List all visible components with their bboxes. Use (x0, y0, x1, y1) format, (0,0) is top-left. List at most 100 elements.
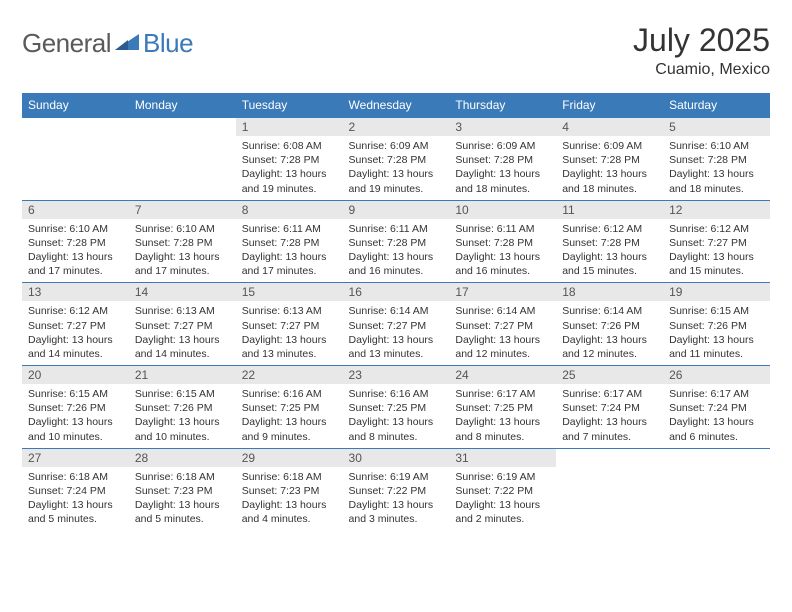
weekday-header: Friday (556, 93, 663, 118)
sunset-line: Sunset: 7:28 PM (242, 236, 337, 250)
day-details: Sunrise: 6:15 AMSunset: 7:26 PMDaylight:… (663, 301, 770, 365)
calendar-cell: 20Sunrise: 6:15 AMSunset: 7:26 PMDayligh… (22, 366, 129, 449)
sunrise-line: Sunrise: 6:19 AM (349, 470, 444, 484)
calendar-head: SundayMondayTuesdayWednesdayThursdayFrid… (22, 93, 770, 118)
calendar-cell: 4Sunrise: 6:09 AMSunset: 7:28 PMDaylight… (556, 118, 663, 201)
sunrise-line: Sunrise: 6:12 AM (562, 222, 657, 236)
day-number: 21 (129, 366, 236, 384)
day-number: 9 (343, 201, 450, 219)
brand-part1: General (22, 28, 111, 59)
day-details: Sunrise: 6:18 AMSunset: 7:24 PMDaylight:… (22, 467, 129, 531)
weekday-header: Thursday (449, 93, 556, 118)
sunrise-line: Sunrise: 6:08 AM (242, 139, 337, 153)
sunrise-line: Sunrise: 6:11 AM (349, 222, 444, 236)
sunset-line: Sunset: 7:28 PM (28, 236, 123, 250)
sunset-line: Sunset: 7:27 PM (28, 319, 123, 333)
calendar-cell (129, 118, 236, 201)
day-details: Sunrise: 6:15 AMSunset: 7:26 PMDaylight:… (22, 384, 129, 448)
brand-triangle-icon (115, 32, 139, 55)
calendar-cell: 29Sunrise: 6:18 AMSunset: 7:23 PMDayligh… (236, 448, 343, 530)
day-number: 5 (663, 118, 770, 136)
calendar-cell: 27Sunrise: 6:18 AMSunset: 7:24 PMDayligh… (22, 448, 129, 530)
day-number: 29 (236, 449, 343, 467)
sunset-line: Sunset: 7:26 PM (562, 319, 657, 333)
weekday-header: Sunday (22, 93, 129, 118)
calendar-week-row: 13Sunrise: 6:12 AMSunset: 7:27 PMDayligh… (22, 283, 770, 366)
day-number: 10 (449, 201, 556, 219)
daylight-line: Daylight: 13 hours and 8 minutes. (349, 415, 444, 443)
daylight-line: Daylight: 13 hours and 16 minutes. (455, 250, 550, 278)
sunrise-line: Sunrise: 6:13 AM (242, 304, 337, 318)
sunset-line: Sunset: 7:22 PM (349, 484, 444, 498)
sunset-line: Sunset: 7:28 PM (242, 153, 337, 167)
calendar-cell (22, 118, 129, 201)
sunrise-line: Sunrise: 6:12 AM (28, 304, 123, 318)
calendar-cell: 19Sunrise: 6:15 AMSunset: 7:26 PMDayligh… (663, 283, 770, 366)
day-number: 16 (343, 283, 450, 301)
day-number: 28 (129, 449, 236, 467)
daylight-line: Daylight: 13 hours and 6 minutes. (669, 415, 764, 443)
calendar-cell: 28Sunrise: 6:18 AMSunset: 7:23 PMDayligh… (129, 448, 236, 530)
calendar-cell: 9Sunrise: 6:11 AMSunset: 7:28 PMDaylight… (343, 200, 450, 283)
day-number: 1 (236, 118, 343, 136)
day-number: 8 (236, 201, 343, 219)
sunset-line: Sunset: 7:26 PM (669, 319, 764, 333)
daylight-line: Daylight: 13 hours and 18 minutes. (562, 167, 657, 195)
sunset-line: Sunset: 7:25 PM (242, 401, 337, 415)
day-details: Sunrise: 6:15 AMSunset: 7:26 PMDaylight:… (129, 384, 236, 448)
calendar-body: 1Sunrise: 6:08 AMSunset: 7:28 PMDaylight… (22, 118, 770, 531)
sunrise-line: Sunrise: 6:10 AM (28, 222, 123, 236)
day-number: 6 (22, 201, 129, 219)
day-number: 26 (663, 366, 770, 384)
day-number: 12 (663, 201, 770, 219)
day-number: 14 (129, 283, 236, 301)
daylight-line: Daylight: 13 hours and 5 minutes. (28, 498, 123, 526)
day-number: 23 (343, 366, 450, 384)
calendar-table: SundayMondayTuesdayWednesdayThursdayFrid… (22, 93, 770, 530)
day-number: 27 (22, 449, 129, 467)
sunset-line: Sunset: 7:28 PM (455, 236, 550, 250)
sunrise-line: Sunrise: 6:19 AM (455, 470, 550, 484)
day-number: 2 (343, 118, 450, 136)
calendar-week-row: 27Sunrise: 6:18 AMSunset: 7:24 PMDayligh… (22, 448, 770, 530)
calendar-cell: 14Sunrise: 6:13 AMSunset: 7:27 PMDayligh… (129, 283, 236, 366)
daylight-line: Daylight: 13 hours and 18 minutes. (669, 167, 764, 195)
daylight-line: Daylight: 13 hours and 13 minutes. (242, 333, 337, 361)
sunset-line: Sunset: 7:28 PM (455, 153, 550, 167)
sunset-line: Sunset: 7:27 PM (135, 319, 230, 333)
day-details: Sunrise: 6:12 AMSunset: 7:27 PMDaylight:… (663, 219, 770, 283)
calendar-week-row: 6Sunrise: 6:10 AMSunset: 7:28 PMDaylight… (22, 200, 770, 283)
daylight-line: Daylight: 13 hours and 14 minutes. (28, 333, 123, 361)
sunrise-line: Sunrise: 6:15 AM (28, 387, 123, 401)
sunset-line: Sunset: 7:28 PM (349, 236, 444, 250)
calendar-cell: 26 Sunrise: 6:17 AMSunset: 7:24 PMDayligh… (663, 366, 770, 449)
daylight-line: Daylight: 13 hours and 2 minutes. (455, 498, 550, 526)
sunset-line: Sunset: 7:28 PM (135, 236, 230, 250)
daylight-line: Daylight: 13 hours and 12 minutes. (562, 333, 657, 361)
day-number: 15 (236, 283, 343, 301)
sunset-line: Sunset: 7:27 PM (669, 236, 764, 250)
sunset-line: Sunset: 7:22 PM (455, 484, 550, 498)
day-number: 17 (449, 283, 556, 301)
sunset-line: Sunset: 7:24 PM (28, 484, 123, 498)
day-number: 13 (22, 283, 129, 301)
day-details: Sunrise: 6:11 AMSunset: 7:28 PMDaylight:… (236, 219, 343, 283)
daylight-line: Daylight: 13 hours and 19 minutes. (349, 167, 444, 195)
sunrise-line: Sunrise: 6:09 AM (349, 139, 444, 153)
header: General Blue July 2025 Cuamio, Mexico (22, 22, 770, 79)
daylight-line: Daylight: 13 hours and 14 minutes. (135, 333, 230, 361)
calendar-cell: 24Sunrise: 6:17 AMSunset: 7:25 PMDayligh… (449, 366, 556, 449)
calendar-cell (556, 448, 663, 530)
calendar-cell: 6Sunrise: 6:10 AMSunset: 7:28 PMDaylight… (22, 200, 129, 283)
day-details: Sunrise: 6:10 AMSunset: 7:28 PMDaylight:… (22, 219, 129, 283)
sunset-line: Sunset: 7:24 PM (669, 401, 764, 415)
daylight-line: Daylight: 13 hours and 17 minutes. (242, 250, 337, 278)
daylight-line: Daylight: 13 hours and 17 minutes. (135, 250, 230, 278)
sunset-line: Sunset: 7:26 PM (135, 401, 230, 415)
day-number: 30 (343, 449, 450, 467)
day-number: 3 (449, 118, 556, 136)
sunrise-line: Sunrise: 6:17 AM (669, 387, 764, 401)
sunrise-line: Sunrise: 6:15 AM (669, 304, 764, 318)
daylight-line: Daylight: 13 hours and 19 minutes. (242, 167, 337, 195)
day-details: Sunrise: 6:14 AMSunset: 7:26 PMDaylight:… (556, 301, 663, 365)
